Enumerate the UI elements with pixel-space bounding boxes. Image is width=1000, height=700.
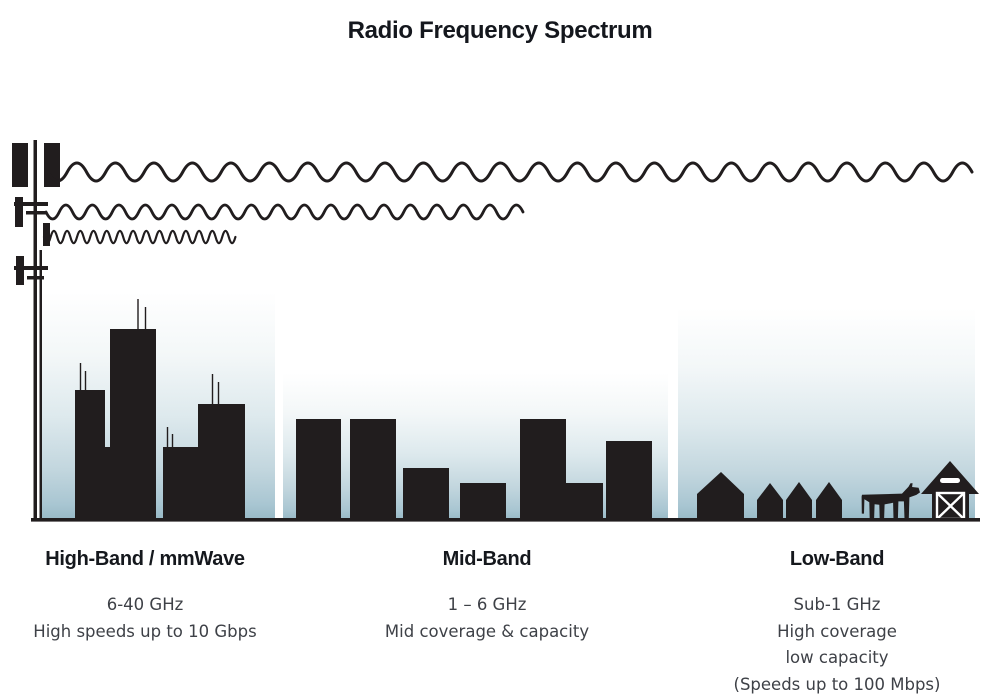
barn-loft-window	[940, 478, 960, 483]
tower-crossbar-1b	[26, 211, 46, 215]
band-frequency: Sub-1 GHz	[793, 595, 881, 614]
band-frequency: 1 – 6 GHz	[447, 595, 527, 614]
ground-baseline	[31, 518, 980, 522]
band-details: 6-40 GHz High speeds up to 10 Gbps	[5, 592, 285, 645]
band-description: Mid coverage & capacity	[384, 621, 590, 641]
radio-waves	[42, 161, 974, 245]
skyscraper-silhouettes	[75, 329, 245, 520]
house-icon	[786, 482, 812, 519]
band-description: High coverage	[777, 621, 897, 641]
wave-low-frequency-long-range	[46, 161, 974, 183]
band-details: Sub-1 GHz High coverage low capacity (Sp…	[697, 592, 977, 698]
antenna-panel-left	[12, 143, 28, 187]
high-band-scene	[42, 292, 275, 520]
band-frequency: 6-40 GHz	[106, 595, 184, 614]
wave-high-frequency-short-range	[42, 229, 237, 245]
antenna-panel-right	[44, 143, 60, 187]
house-icon	[757, 483, 783, 519]
band-description: (Speeds up to 100 Mbps)	[733, 674, 941, 694]
band-name: High-Band / mmWave	[45, 548, 245, 570]
cow-icon	[861, 483, 920, 519]
skyscraper-antennas	[79, 299, 220, 449]
tower-crossbar-1	[14, 202, 48, 206]
mid-rise-silhouettes	[296, 419, 652, 520]
house-icon	[816, 482, 842, 519]
tower-pole-2	[39, 250, 42, 520]
cell-tower-icon	[12, 140, 60, 520]
page-title: Radio Frequency Spectrum	[347, 17, 653, 45]
mid-band-scene	[283, 373, 668, 520]
low-band-scene	[678, 308, 979, 521]
barn-icon	[921, 461, 979, 521]
band-name: Mid-Band	[442, 548, 532, 570]
wave-mid-frequency-mid-range	[44, 203, 525, 221]
tower-crossbar-2b	[27, 276, 44, 280]
tower-crossbar-2	[14, 266, 48, 270]
tower-panel-mid-right	[43, 223, 50, 246]
band-details: 1 – 6 GHz Mid coverage & capacity	[347, 592, 627, 645]
spectrum-illustration	[12, 140, 980, 522]
band-name: Low-Band	[789, 548, 885, 570]
house-icon	[697, 472, 744, 519]
band-description: High speeds up to 10 Gbps	[33, 621, 257, 641]
band-description: low capacity	[785, 648, 889, 667]
barn-door	[935, 491, 966, 521]
tower-panel-low-left	[16, 256, 24, 285]
tower-panel-mid-left	[15, 197, 23, 227]
house-silhouettes	[697, 472, 842, 519]
barn-roof	[921, 461, 979, 494]
tower-pole	[33, 140, 37, 520]
